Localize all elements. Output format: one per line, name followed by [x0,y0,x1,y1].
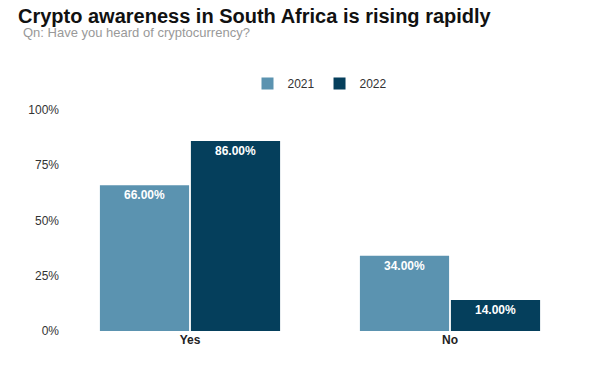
svg-text:0%: 0% [42,324,60,338]
svg-text:14.00%: 14.00% [475,303,516,317]
svg-text:66.00%: 66.00% [124,188,165,202]
svg-text:25%: 25% [35,269,59,283]
svg-text:No: No [442,333,458,347]
svg-text:86.00%: 86.00% [215,144,256,158]
svg-text:Crypto awareness in South Afri: Crypto awareness in South Africa is risi… [18,5,492,27]
svg-text:2021: 2021 [288,77,315,91]
svg-text:100%: 100% [28,103,59,117]
svg-text:75%: 75% [35,158,59,172]
svg-text:Yes: Yes [180,333,201,347]
svg-text:34.00%: 34.00% [384,259,425,273]
svg-text:Qn: Have you heard of cryptocu: Qn: Have you heard of cryptocurrency? [23,25,250,40]
svg-text:50%: 50% [35,214,59,228]
svg-text:2022: 2022 [360,77,387,91]
